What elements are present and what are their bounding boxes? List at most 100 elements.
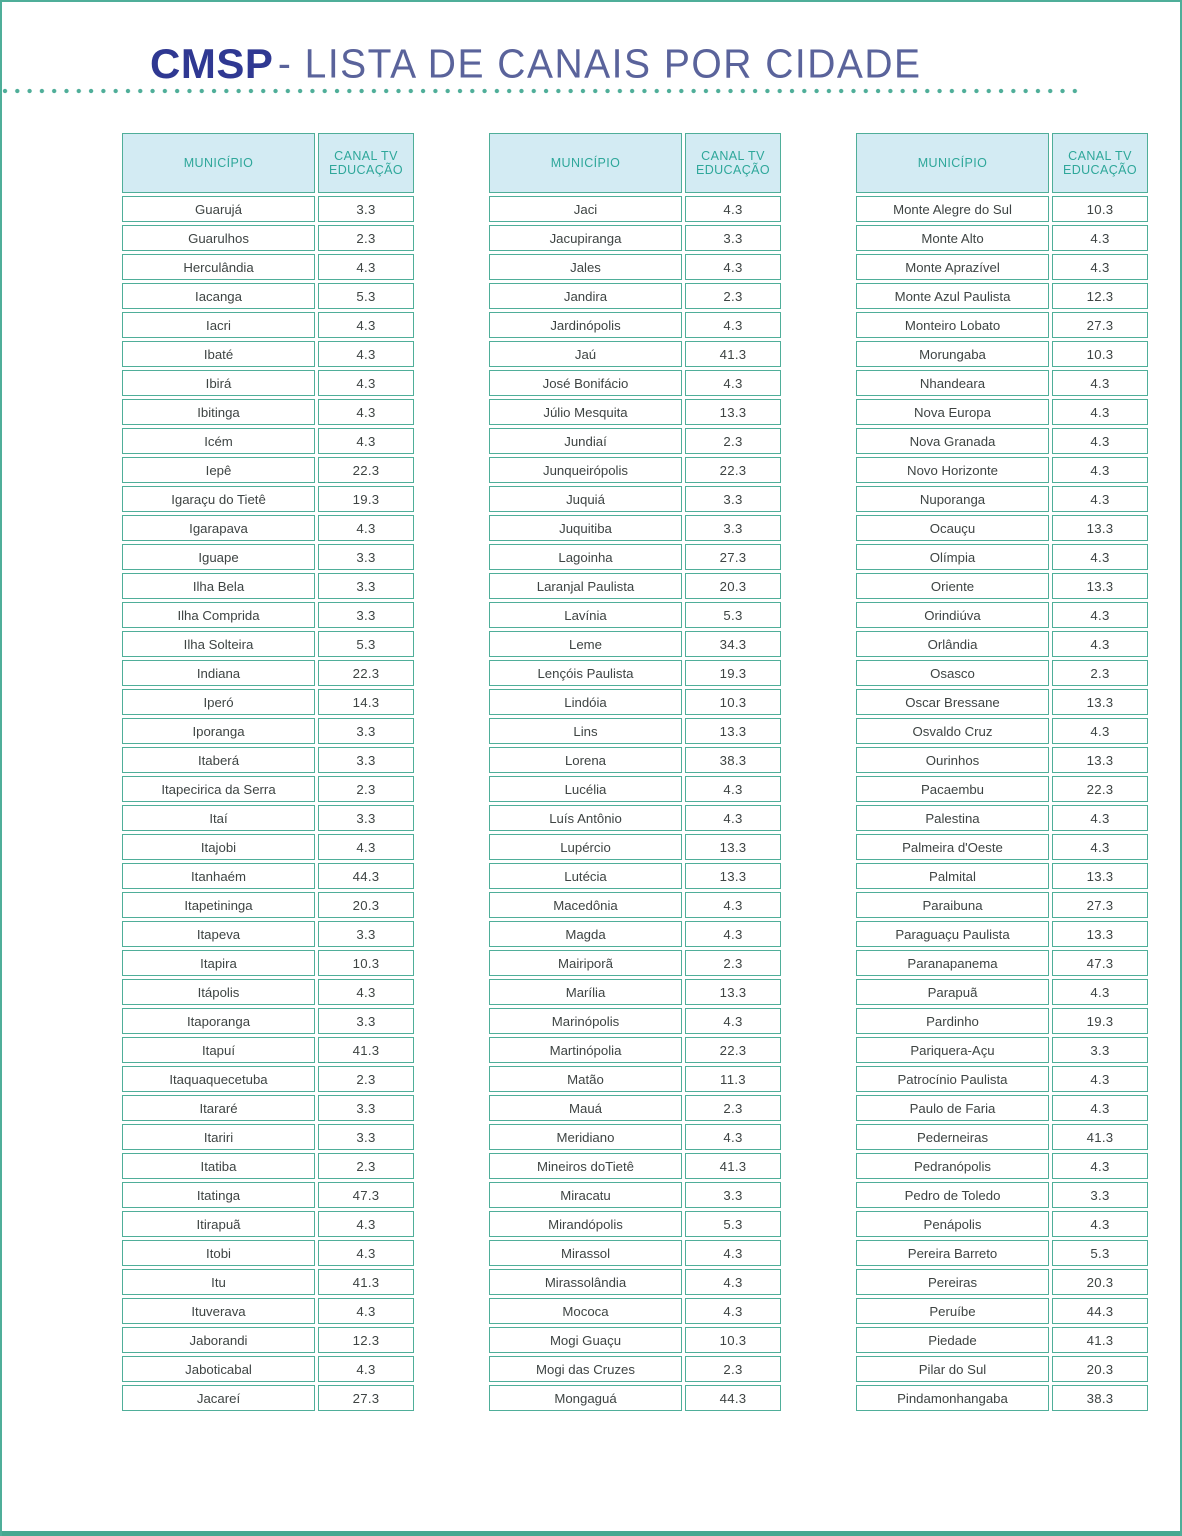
channel-cell: 4.3 [1052, 979, 1148, 1005]
city-cell: Pariquera-Açu [856, 1037, 1049, 1063]
channel-cell: 4.3 [685, 892, 781, 918]
table-head: MUNICÍPIO CANAL TV EDUCAÇÃO [856, 133, 1148, 193]
channel-cell: 19.3 [318, 486, 414, 512]
channel-cell: 20.3 [318, 892, 414, 918]
table-row: Itobi 4.3 [122, 1240, 414, 1266]
table-row: Herculândia 4.3 [122, 254, 414, 280]
table-row: Mairiporã 2.3 [489, 950, 781, 976]
column-header-canal: CANAL TV EDUCAÇÃO [685, 133, 781, 193]
table-row: Icém 4.3 [122, 428, 414, 454]
table-row: Jundiaí 2.3 [489, 428, 781, 454]
city-cell: Marinópolis [489, 1008, 682, 1034]
city-cell: Nuporanga [856, 486, 1049, 512]
channel-cell: 22.3 [1052, 776, 1148, 802]
channel-cell: 3.3 [685, 225, 781, 251]
table-row: Pederneiras 41.3 [856, 1124, 1148, 1150]
table-row: Itapira 10.3 [122, 950, 414, 976]
channel-cell: 38.3 [685, 747, 781, 773]
city-cell: Lins [489, 718, 682, 744]
table-row: Igaraçu do Tietê 19.3 [122, 486, 414, 512]
city-cell: Olímpia [856, 544, 1049, 570]
table-row: Itajobi 4.3 [122, 834, 414, 860]
channel-cell: 4.3 [318, 1298, 414, 1324]
channel-cell: 13.3 [685, 863, 781, 889]
channel-cell: 13.3 [1052, 863, 1148, 889]
city-cell: Lindóia [489, 689, 682, 715]
table-row: Mogi Guaçu 10.3 [489, 1327, 781, 1353]
city-cell: Palmeira d'Oeste [856, 834, 1049, 860]
tables-area: MUNICÍPIO CANAL TV EDUCAÇÃO Guarujá 3.3 Gu… [119, 130, 1151, 1414]
table-row: Ilha Bela 3.3 [122, 573, 414, 599]
table-row: Monte Azul Paulista 12.3 [856, 283, 1148, 309]
table-row: Lucélia 4.3 [489, 776, 781, 802]
city-cell: Lupércio [489, 834, 682, 860]
channel-cell: 4.3 [685, 254, 781, 280]
city-cell: Ibaté [122, 341, 315, 367]
city-cell: Itatinga [122, 1182, 315, 1208]
city-cell: Itaporanga [122, 1008, 315, 1034]
table-row: Jaborandi 12.3 [122, 1327, 414, 1353]
channel-cell: 34.3 [685, 631, 781, 657]
channel-cell: 13.3 [685, 979, 781, 1005]
channel-cell: 4.3 [1052, 370, 1148, 396]
channel-cell: 4.3 [1052, 1211, 1148, 1237]
channel-cell: 10.3 [685, 689, 781, 715]
city-cell: Palmital [856, 863, 1049, 889]
city-cell: Jaú [489, 341, 682, 367]
city-cell: Iguape [122, 544, 315, 570]
table-row: Itaí 3.3 [122, 805, 414, 831]
table-row: Mineiros doTietê 41.3 [489, 1153, 781, 1179]
channel-cell: 41.3 [318, 1037, 414, 1063]
city-cell: Jacareí [122, 1385, 315, 1411]
city-cell: Ilha Bela [122, 573, 315, 599]
city-cell: Macedônia [489, 892, 682, 918]
channel-cell: 2.3 [685, 1356, 781, 1382]
table-row: Itararé 3.3 [122, 1095, 414, 1121]
city-cell: Herculândia [122, 254, 315, 280]
channel-cell: 22.3 [685, 457, 781, 483]
city-cell: Itaí [122, 805, 315, 831]
channel-cell: 27.3 [318, 1385, 414, 1411]
channel-cell: 3.3 [318, 718, 414, 744]
table-row: Indiana 22.3 [122, 660, 414, 686]
table-row: Penápolis 4.3 [856, 1211, 1148, 1237]
city-cell: Paraguaçu Paulista [856, 921, 1049, 947]
table-row: Itapuí 41.3 [122, 1037, 414, 1063]
city-cell: José Bonifácio [489, 370, 682, 396]
channel-cell: 4.3 [685, 1269, 781, 1295]
table-row: Pindamonhangaba 38.3 [856, 1385, 1148, 1411]
city-cell: Mirassol [489, 1240, 682, 1266]
table-row: Magda 4.3 [489, 921, 781, 947]
city-cell: Iepê [122, 457, 315, 483]
city-cell: Itariri [122, 1124, 315, 1150]
city-cell: Itajobi [122, 834, 315, 860]
city-cell: Lagoinha [489, 544, 682, 570]
channel-cell: 2.3 [318, 776, 414, 802]
brand-title: CMSP [150, 40, 274, 87]
table-row: Igarapava 4.3 [122, 515, 414, 541]
channel-cell: 14.3 [318, 689, 414, 715]
channel-cell: 2.3 [685, 283, 781, 309]
city-cell: Mococa [489, 1298, 682, 1324]
channel-cell: 13.3 [1052, 515, 1148, 541]
table-row: Nhandeara 4.3 [856, 370, 1148, 396]
channel-cell: 41.3 [685, 341, 781, 367]
city-cell: Jundiaí [489, 428, 682, 454]
channel-cell: 13.3 [1052, 747, 1148, 773]
table-row: Jardinópolis 4.3 [489, 312, 781, 338]
table-row: Palmeira d'Oeste 4.3 [856, 834, 1148, 860]
table-row: Iepê 22.3 [122, 457, 414, 483]
city-cell: Itapeva [122, 921, 315, 947]
city-cell: Monte Aprazível [856, 254, 1049, 280]
channel-cell: 3.3 [318, 1095, 414, 1121]
city-cell: Orindiúva [856, 602, 1049, 628]
city-cell: Mineiros doTietê [489, 1153, 682, 1179]
city-cell: Morungaba [856, 341, 1049, 367]
table-row: Jaci 4.3 [489, 196, 781, 222]
table-row: Mogi das Cruzes 2.3 [489, 1356, 781, 1382]
table-row: Itirapuã 4.3 [122, 1211, 414, 1237]
channel-cell: 5.3 [685, 1211, 781, 1237]
city-cell: Lucélia [489, 776, 682, 802]
city-cell: Itararé [122, 1095, 315, 1121]
table-row: Iacanga 5.3 [122, 283, 414, 309]
